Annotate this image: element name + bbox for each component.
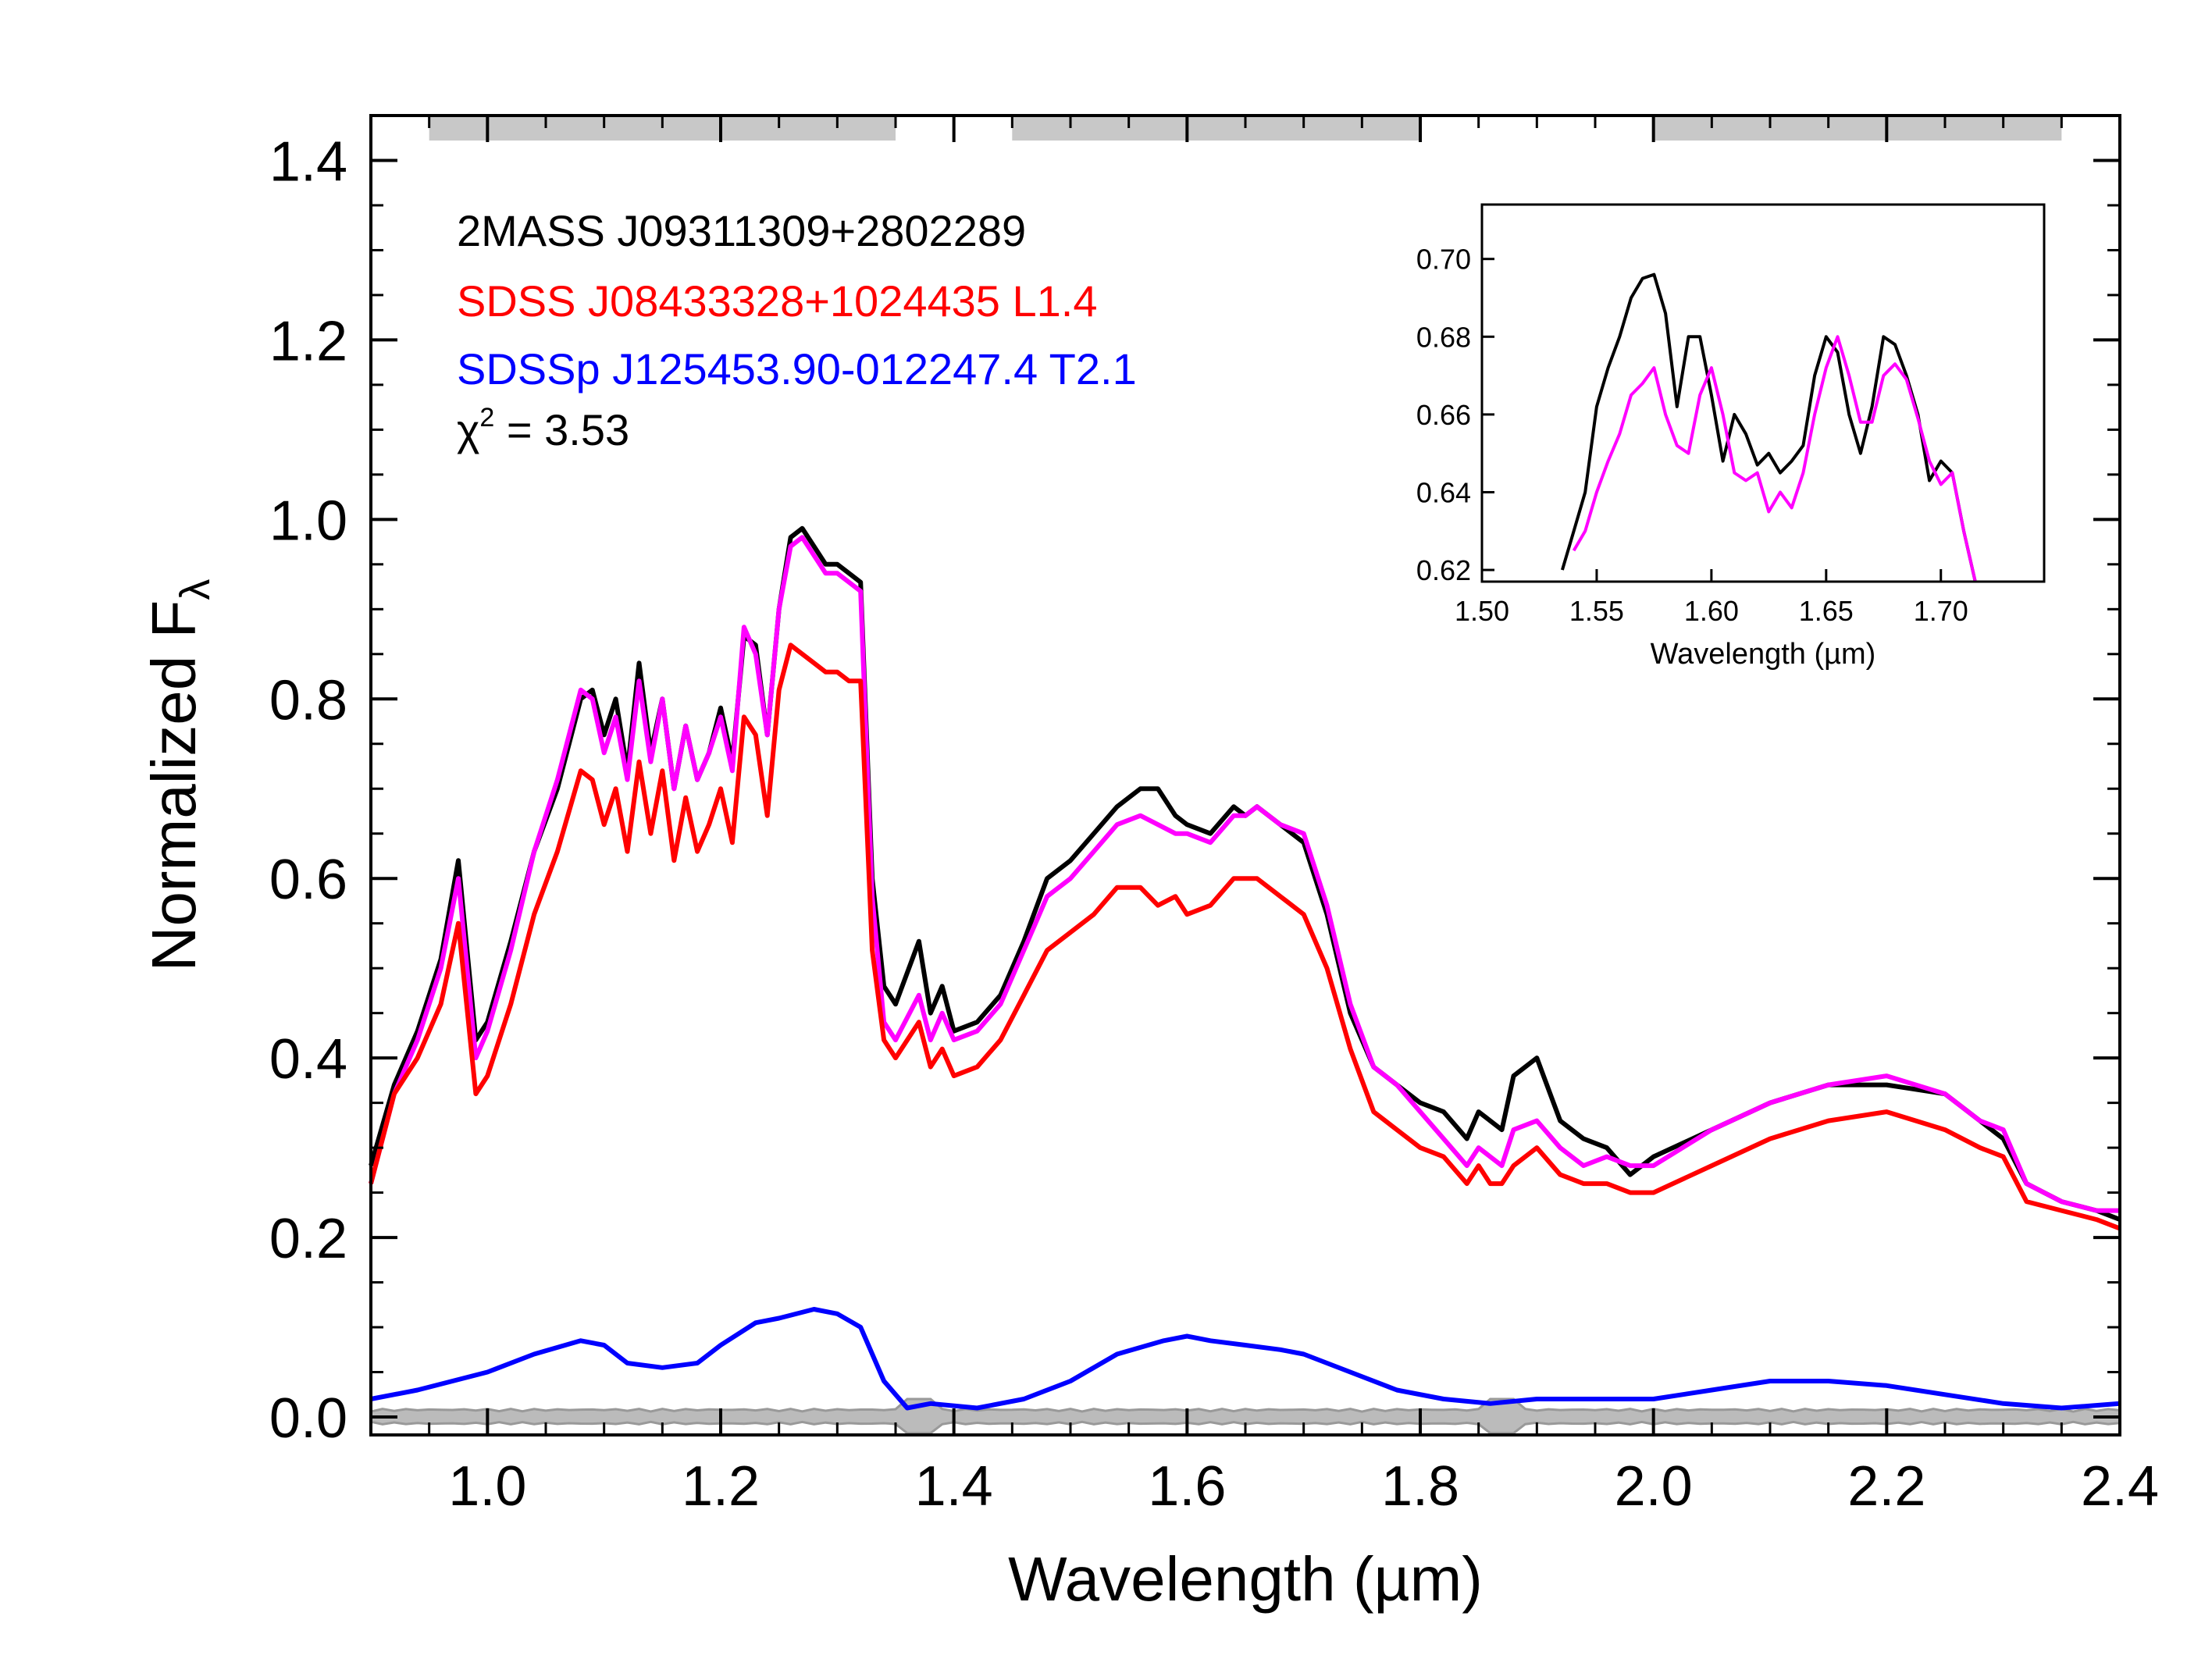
inset-frame xyxy=(1480,203,2046,583)
inset-x-tick-label-1.55: 1.55 xyxy=(1569,595,1624,627)
y-tick-label-1.2: 1.2 xyxy=(269,310,347,372)
inset-y-tick-label-0.70: 0.70 xyxy=(1416,244,1471,276)
inset-x-axis-ticks: 1.50 1.55 1.60 1.65 1.70 xyxy=(1455,569,1968,627)
y-tick-label-1.0: 1.0 xyxy=(269,490,347,552)
chi-squared-label: χ2 = 3.53 xyxy=(457,403,629,454)
x-tick-label-2.4: 2.4 xyxy=(2081,1455,2159,1518)
y-tick-label-0.8: 0.8 xyxy=(269,669,347,732)
x-tick-label-1.6: 1.6 xyxy=(1148,1455,1226,1518)
inset-y-tick-label-0.62: 0.62 xyxy=(1416,554,1471,586)
main-series-sdssp-j125453-90-012247-4-t2-1 xyxy=(370,1307,2121,1411)
fit-bands xyxy=(429,117,2062,141)
chi-value: = 3.53 xyxy=(494,405,629,454)
inset-y-tick-label-0.66: 0.66 xyxy=(1416,399,1471,431)
y-axis-label-main: Normalized F xyxy=(139,600,208,972)
fit-band-2 xyxy=(1012,117,1420,141)
inset-series-2mass-j09311309-2802289 xyxy=(1560,272,1977,582)
inset-y-axis-ticks: 0.62 0.64 0.66 0.68 0.70 xyxy=(1416,244,1494,586)
inset-plot: 1.50 1.55 1.60 1.65 1.70 0.62 0.64 0.66 0.68 0.7… xyxy=(1416,203,2046,671)
inset-y-tick-label-0.64: 0.64 xyxy=(1416,476,1471,508)
main-series-group xyxy=(369,525,2121,1411)
inset-background xyxy=(1482,205,2044,582)
inset-x-tick-label-1.70: 1.70 xyxy=(1914,595,1968,627)
chi-exponent: 2 xyxy=(479,403,494,433)
x-tick-label-2.2: 2.2 xyxy=(1847,1455,1925,1518)
chi-symbol: χ xyxy=(457,405,479,454)
inset-x-tick-label-1.65: 1.65 xyxy=(1799,595,1854,627)
inset-x-axis-label: Wavelength (µm) xyxy=(1651,638,1876,671)
inset-series-sdss-j08433328-1024435-l1-4-scaled xyxy=(1572,335,1977,582)
main-series-sdss-j08433328-1024435-l1-4-scaled xyxy=(369,535,2120,1213)
main-series-sdss-j08433328-1024435-l1-4 xyxy=(369,643,2121,1231)
y-tick-label-0.4: 0.4 xyxy=(269,1028,347,1091)
x-tick-label-1.2: 1.2 xyxy=(682,1455,760,1518)
y-tick-label-1.4: 1.4 xyxy=(269,130,347,193)
x-tick-label-1.4: 1.4 xyxy=(915,1455,993,1518)
fit-band-3 xyxy=(1653,117,2062,141)
legend-entry-sdss-l14: SDSS J08433328+1024435 L1.4 xyxy=(457,276,1097,326)
y-tick-label-0.2: 0.2 xyxy=(269,1208,347,1270)
inset-series-group xyxy=(1560,272,1977,582)
x-tick-label-2.0: 2.0 xyxy=(1615,1455,1693,1518)
inset-x-tick-label-1.60: 1.60 xyxy=(1684,595,1739,627)
x-axis-ticks: 1.0 1.2 1.4 1.6 1.8 2.0 2.2 2.4 xyxy=(369,116,2159,1518)
y-axis-ticks: 0.0 0.2 0.4 0.6 0.8 1.0 1.2 1.4 xyxy=(269,130,2120,1450)
y-axis-label-subscript: λ xyxy=(172,579,219,600)
inset-x-tick-label-1.50: 1.50 xyxy=(1455,595,1509,627)
y-axis-label: Normalized Fλ xyxy=(139,579,219,972)
y-tick-label-0.0: 0.0 xyxy=(269,1387,347,1450)
x-tick-label-1.8: 1.8 xyxy=(1381,1455,1459,1518)
x-axis-label: Wavelength (µm) xyxy=(1008,1544,1483,1614)
legend-entry-2mass: 2MASS J09311309+2802289 xyxy=(457,206,1026,255)
y-tick-label-0.6: 0.6 xyxy=(269,849,347,911)
inset-y-tick-label-0.68: 0.68 xyxy=(1416,321,1471,353)
x-tick-label-1.0: 1.0 xyxy=(448,1455,526,1518)
legend-entry-sdssp-t21: SDSSp J125453.90-012247.4 T2.1 xyxy=(457,344,1137,393)
